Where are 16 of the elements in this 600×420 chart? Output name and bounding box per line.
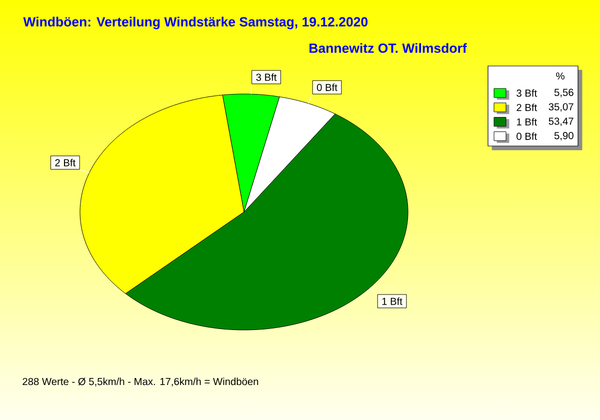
data-label: 35,07 bbox=[548, 103, 574, 112]
slice-label: 1 Bft bbox=[382, 297, 402, 305]
slice-label: 3 Bft bbox=[256, 73, 277, 81]
legend-label: 3 Bft bbox=[516, 89, 538, 97]
legend-title: % bbox=[556, 72, 564, 80]
chart-title: Windböen: Verteilung Windstärke Samstag, 19.12.2020 bbox=[23, 16, 368, 30]
legend-label: 2 Bft bbox=[516, 104, 538, 112]
legend-label: 0 Bft bbox=[516, 132, 538, 140]
data-label: 5,56 bbox=[554, 88, 574, 98]
data-label: 53,47 bbox=[548, 118, 574, 126]
data-label: 5,90 bbox=[554, 132, 574, 140]
slice-label: 2 Bft bbox=[55, 158, 76, 166]
chart-subtitle: Bannewitz OT. Wilmsdorf bbox=[310, 43, 467, 53]
text: 288 Werte - Ø 5,5km/h - Max. 17,6km/h = Windböen bbox=[22, 378, 258, 386]
slice-label: 0 Bft bbox=[316, 84, 338, 92]
legend-label: 1 Bft bbox=[516, 118, 538, 126]
